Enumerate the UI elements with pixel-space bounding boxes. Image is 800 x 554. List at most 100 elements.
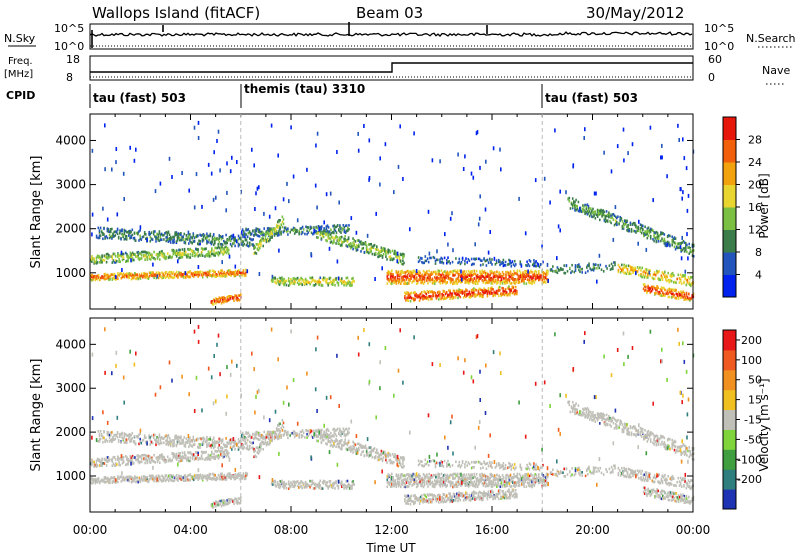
velocity-cell <box>149 476 152 480</box>
power-cell <box>417 272 419 275</box>
power-cell <box>306 229 308 233</box>
velocity-cell <box>201 457 204 461</box>
power-cell <box>451 211 453 216</box>
power-cell <box>441 257 444 261</box>
power-cell <box>220 235 223 239</box>
power-cell <box>639 229 642 233</box>
power-cell <box>651 228 653 231</box>
power-cell <box>178 251 180 254</box>
power-cell <box>668 234 670 237</box>
power-cell <box>202 233 205 236</box>
power-cell <box>608 211 610 214</box>
power-cell <box>395 279 398 283</box>
power-cell <box>663 233 666 236</box>
power-cell <box>363 242 366 246</box>
velocity-cell <box>173 453 176 456</box>
power-cell <box>608 264 611 267</box>
power-cell <box>105 235 108 238</box>
power-cell <box>524 231 527 236</box>
power-cell <box>467 293 469 296</box>
velocity-cell <box>194 476 196 480</box>
power-cell <box>439 275 442 279</box>
power-cell <box>341 235 343 239</box>
power-cell <box>627 272 630 276</box>
power-cell <box>182 235 184 238</box>
power-cell <box>335 242 337 245</box>
power-cell <box>510 261 513 265</box>
power-cell <box>309 276 311 280</box>
power-cell <box>492 288 494 291</box>
power-cell <box>378 250 380 254</box>
power-cell <box>130 253 133 256</box>
power-cell <box>687 256 689 261</box>
power-cell <box>481 273 483 276</box>
power-cell <box>636 270 639 273</box>
power-cell <box>246 269 249 274</box>
velocity-cell <box>98 432 101 436</box>
power-cell <box>149 232 152 236</box>
power-cell <box>626 228 628 232</box>
power-cell <box>676 293 679 296</box>
power-cell <box>279 226 281 229</box>
power-cell <box>108 233 111 236</box>
power-cell <box>200 247 203 250</box>
power-cell <box>661 143 663 148</box>
power-cell <box>246 241 249 244</box>
power-cell <box>672 240 675 243</box>
power-cell <box>179 253 181 256</box>
power-cell <box>258 272 261 276</box>
power-cell <box>415 272 418 276</box>
power-cell <box>302 279 305 282</box>
power-cell <box>457 296 459 300</box>
power-cell <box>102 237 104 241</box>
power-cell <box>281 278 283 281</box>
power-cell <box>438 293 440 297</box>
power-cell <box>330 282 333 286</box>
power-cell <box>477 257 480 261</box>
power-cell <box>644 230 646 233</box>
power-cell <box>125 235 128 238</box>
power-cell <box>639 227 642 230</box>
power-cell <box>105 255 108 259</box>
beam-title: Beam 03 <box>356 4 423 22</box>
power-cell <box>155 274 158 277</box>
power-cell <box>426 296 429 300</box>
power-cell <box>644 271 647 275</box>
power-cell <box>169 270 171 274</box>
velocity-cell <box>179 459 181 463</box>
power-cell <box>272 280 274 283</box>
power-cell <box>240 236 242 239</box>
power-cell <box>197 265 200 269</box>
power-cell <box>602 270 605 273</box>
power-cell <box>168 256 170 260</box>
power-cell <box>293 282 296 286</box>
velocity-cell <box>101 479 103 483</box>
power-cell <box>541 244 543 249</box>
velocity-cell <box>197 453 199 457</box>
power-cell <box>658 278 660 282</box>
power-cell <box>271 274 274 279</box>
power-cell <box>439 279 442 282</box>
power-cell <box>219 235 222 238</box>
velocity-cell <box>205 457 207 460</box>
power-cell <box>521 280 523 283</box>
velocity-cell <box>159 456 161 460</box>
power-cell <box>685 243 687 247</box>
velocity-cell <box>154 438 156 442</box>
power-cell <box>643 234 645 238</box>
power-cell <box>215 301 217 305</box>
power-cell <box>226 271 229 274</box>
power-cell <box>522 273 524 276</box>
power-cell <box>665 278 667 281</box>
power-cell <box>660 286 663 289</box>
power-cell <box>596 279 598 284</box>
velocity-cell <box>113 456 116 459</box>
power-cell <box>296 230 298 233</box>
power-cell <box>277 220 279 224</box>
power-cell <box>473 277 476 280</box>
power-cell <box>395 253 397 256</box>
velocity-cell <box>100 464 102 467</box>
power-cell <box>610 169 613 174</box>
power-cell <box>469 274 471 277</box>
power-cell <box>671 271 674 275</box>
